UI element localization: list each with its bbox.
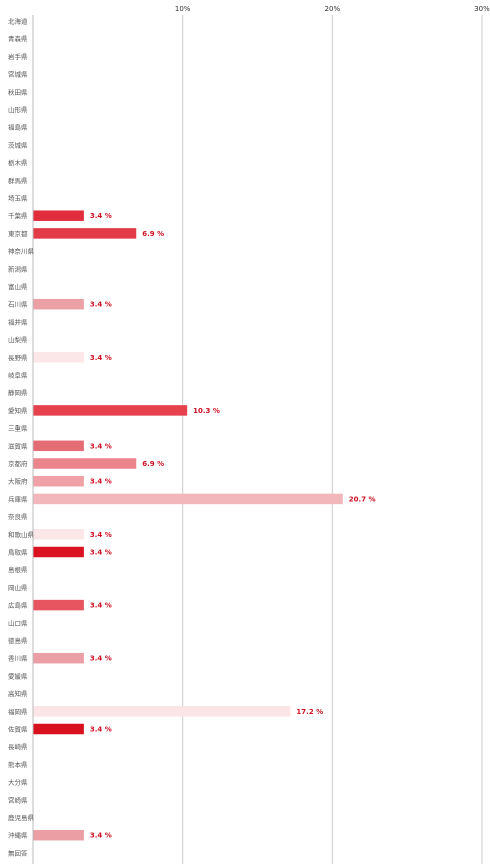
bar: [33, 475, 84, 487]
category-label: 熊本県: [8, 760, 28, 769]
category-label: 山梨県: [8, 335, 28, 344]
category-label: 福岡県: [8, 707, 28, 716]
category-label: 福井県: [8, 317, 28, 326]
category-label: 埼玉県: [8, 194, 28, 203]
category-label: 千葉県: [8, 211, 28, 220]
category-label: 東京都: [8, 229, 28, 238]
bar: [33, 829, 84, 841]
category-label: 富山県: [8, 282, 28, 291]
category-label: 三重県: [8, 425, 28, 433]
bar: [33, 352, 84, 363]
bar-value-label: 3.4 %: [90, 655, 112, 663]
bar-value-label: 3.4 %: [90, 726, 112, 734]
bar-value-label: 3.4 %: [90, 354, 112, 362]
bar-value-label: 3.4 %: [90, 442, 112, 450]
bar: [33, 529, 84, 540]
category-label: 佐賀県: [8, 725, 28, 734]
category-label: 奈良県: [8, 512, 28, 521]
category-label: 大分県: [8, 778, 28, 787]
category-label: 群馬県: [8, 176, 28, 185]
category-label: 山口県: [8, 618, 28, 627]
bar: [33, 210, 84, 221]
category-label: 和歌山県: [8, 530, 35, 539]
bar: [33, 493, 343, 505]
category-label: 岩手県: [8, 52, 28, 61]
bar: [33, 228, 137, 239]
bar-value-label: 17.2 %: [296, 708, 323, 716]
bar-value-label: 3.4 %: [90, 832, 112, 840]
category-label: 岐阜県: [8, 371, 28, 380]
category-label: 青森県: [8, 34, 28, 43]
category-label: 宮崎県: [8, 795, 28, 804]
bar: [33, 706, 291, 717]
category-label: 静岡県: [8, 388, 28, 397]
category-label: 愛知県: [8, 406, 28, 415]
category-label: 鹿児島県: [8, 813, 35, 822]
category-label: 神奈川県: [8, 247, 35, 256]
category-label: 茨城県: [8, 140, 28, 149]
x-tick-label: 10%: [175, 5, 191, 13]
x-tick-label: 20%: [325, 5, 341, 13]
bar-value-label: 20.7 %: [349, 495, 376, 503]
category-label: 高知県: [8, 689, 28, 698]
category-label: 大阪府: [8, 477, 28, 486]
category-label: 北海道: [8, 17, 28, 26]
bar: [33, 546, 84, 558]
category-label: 鳥取県: [8, 548, 28, 557]
category-label: 兵庫県: [8, 494, 28, 503]
bar-value-label: 3.4 %: [90, 549, 112, 557]
category-label: 滋賀県: [8, 441, 28, 450]
bar-value-label: 6.9 %: [142, 230, 164, 238]
bar-value-label: 3.4 %: [90, 301, 112, 309]
category-label: 広島県: [8, 601, 28, 610]
bar: [33, 652, 84, 664]
x-tick-label: 30%: [474, 5, 490, 13]
bar: [33, 723, 84, 735]
category-label: 山形県: [8, 105, 28, 114]
category-label: 愛媛県: [8, 671, 28, 680]
bar: [33, 440, 84, 452]
bar-value-label: 3.4 %: [90, 478, 112, 486]
category-label: 岡山県: [8, 583, 28, 592]
category-label: 京都府: [8, 459, 28, 468]
bar-value-label: 3.4 %: [90, 531, 112, 539]
category-label: 福島県: [8, 123, 28, 132]
category-label: 徳島県: [8, 636, 28, 645]
category-label: 長野県: [8, 354, 28, 362]
category-label: 石川県: [8, 301, 28, 309]
bar: [33, 458, 137, 469]
category-label: 新潟県: [8, 264, 28, 273]
category-label: 栃木県: [8, 158, 28, 167]
bar-value-label: 10.3 %: [193, 407, 220, 415]
bar-value-label: 3.4 %: [90, 602, 112, 610]
bar: [33, 599, 84, 611]
bar-value-label: 6.9 %: [142, 460, 164, 468]
category-label: 秋田県: [8, 87, 28, 96]
category-label: 無回答: [8, 848, 28, 857]
category-label: 長崎県: [8, 742, 28, 751]
category-label: 沖縄県: [8, 831, 28, 840]
bar: [33, 298, 84, 310]
bar: [33, 405, 188, 416]
category-label: 島根県: [8, 565, 28, 574]
category-label: 宮城県: [8, 70, 28, 79]
category-label: 香川県: [8, 654, 28, 663]
bar-value-label: 3.4 %: [90, 212, 112, 220]
